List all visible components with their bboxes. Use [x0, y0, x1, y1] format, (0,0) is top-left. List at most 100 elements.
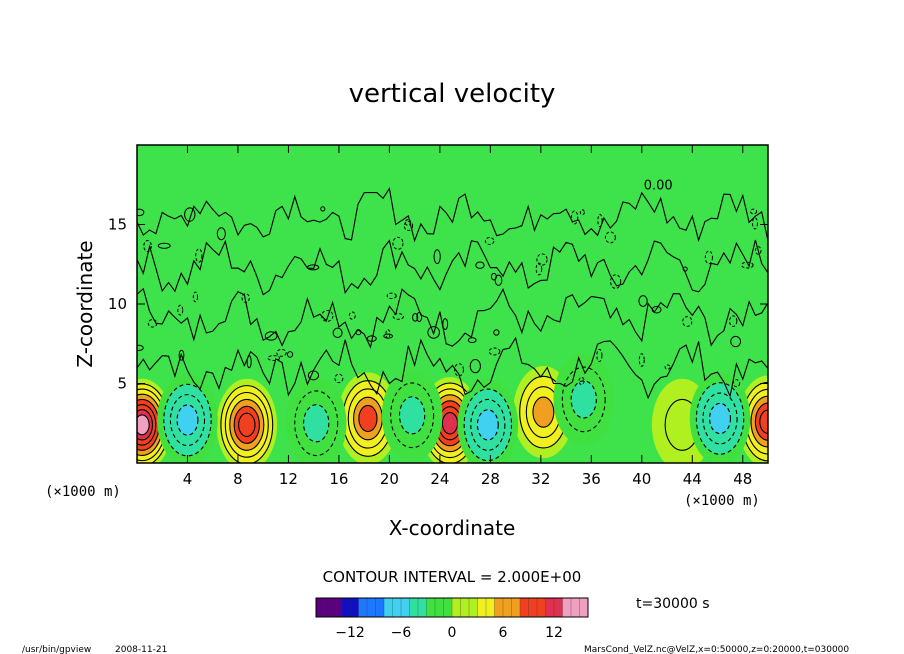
y-axis-ticks: 5 10 15 [108, 216, 768, 393]
colorbar: −12 −6 0 6 12 [315, 597, 589, 641]
colorbar-tick-label: −12 [335, 625, 365, 641]
colorbar-swatch [349, 597, 359, 618]
contour-blob [578, 376, 585, 386]
downdraft-cell [157, 373, 218, 463]
contour-blob [536, 253, 548, 266]
contour-level [532, 396, 555, 428]
colorbar-swatch [519, 597, 529, 618]
colorbar-swatch [502, 597, 512, 618]
contour-blob [267, 355, 281, 361]
colorbar-swatch [468, 597, 478, 618]
colorbar-swatch [451, 597, 461, 618]
contour-blob [306, 264, 320, 271]
contour-blob [494, 274, 503, 286]
x-tick-label: 48 [733, 470, 752, 488]
contour-line [137, 239, 768, 296]
contour-blob [216, 227, 226, 241]
contour-blob [286, 351, 294, 358]
contour-blob [433, 249, 441, 265]
x-tick-label: 4 [183, 470, 193, 488]
contour-blob [754, 246, 762, 255]
footer-date: 2008-11-21 [115, 645, 167, 654]
contour-blob [320, 206, 326, 212]
footer-source: MarsCond_VelZ.nc@VelZ,x=0:50000,z=0:2000… [584, 645, 849, 654]
contour-blob [610, 274, 622, 289]
x-tick-label: 28 [481, 470, 500, 488]
colorbar-swatch [494, 597, 504, 618]
contour-blob [749, 208, 758, 215]
x-tick-label: 8 [233, 470, 243, 488]
contour-blob [137, 344, 144, 351]
downdraft-cell [381, 369, 443, 462]
contour-blob [334, 373, 344, 384]
x-tick-label: 36 [582, 470, 601, 488]
colorbar-swatch [392, 597, 402, 618]
contour-blob [741, 261, 754, 269]
contour-level [137, 414, 150, 436]
colorbar-swatch [579, 597, 589, 618]
colorbar-ticks: −12 −6 0 6 12 [335, 625, 563, 641]
chart-title: vertical velocity [349, 79, 556, 109]
x-axis-ticks: 4 8 12 16 20 24 28 32 36 40 44 48 [183, 145, 752, 488]
footer-program: /usr/bin/gpview [22, 645, 91, 654]
contour-blob [157, 242, 171, 249]
x-tick-label: 40 [632, 470, 651, 488]
contour-blob [651, 305, 662, 314]
contour-blob [454, 363, 464, 377]
contour-blob [469, 359, 481, 374]
contour-blob [638, 353, 645, 367]
colorbar-frame [315, 597, 589, 618]
contour-lines [137, 187, 768, 400]
x-unit-left: (×1000 m) [45, 484, 121, 500]
colorbar-swatch [315, 597, 325, 618]
contour-blob [241, 293, 250, 303]
colorbar-swatch [426, 597, 436, 618]
contour-level [441, 412, 459, 435]
colorbar-swatch [545, 597, 555, 618]
contour-blob [366, 335, 377, 342]
colorbar-swatch [485, 597, 495, 618]
contour-blob [264, 331, 278, 341]
colorbar-swatch [434, 597, 444, 618]
contour-level [570, 380, 597, 419]
contour-blob [403, 220, 414, 231]
contour-blob [184, 207, 196, 222]
updraft-cell [216, 378, 278, 463]
colorbar-swatch [341, 597, 351, 618]
contour-blob [730, 335, 742, 348]
contour-blob [604, 231, 616, 244]
contour-blob [412, 313, 419, 322]
contour-interval: CONTOUR INTERVAL = 2.000E+00 [323, 568, 582, 586]
y-tick-label: 5 [117, 375, 127, 393]
contour-level [176, 404, 199, 436]
colorbar-swatch [536, 597, 546, 618]
colorbar-swatch [528, 597, 538, 618]
contour-blob [348, 311, 356, 320]
contour-level [709, 402, 732, 435]
contour-blob [307, 370, 320, 381]
colorbar-swatch [332, 597, 342, 618]
contour-blob [488, 347, 501, 356]
contour-level [398, 396, 426, 435]
colorbar-swatch [477, 597, 487, 618]
x-tick-label: 44 [683, 470, 702, 488]
field-cells [137, 353, 768, 463]
contour-blob [475, 261, 485, 269]
colorbar-swatches [315, 597, 589, 618]
contour-blob [442, 318, 449, 330]
x-tick-label: 24 [430, 470, 449, 488]
contour-level [303, 404, 330, 443]
contour-blob [732, 379, 741, 388]
contour-blob [729, 315, 738, 327]
updraft-cell [337, 372, 399, 463]
colorbar-swatch [511, 597, 521, 618]
contour-blob [427, 326, 440, 339]
colorbar-swatch [383, 597, 393, 618]
contour-blob [192, 291, 199, 303]
contour-blob [597, 213, 603, 228]
colorbar-tick-label: −6 [391, 625, 412, 641]
contour-blob [570, 210, 579, 225]
x-tick-label: 16 [329, 470, 348, 488]
colorbar-swatch [358, 597, 368, 618]
colorbar-swatch [443, 597, 453, 618]
